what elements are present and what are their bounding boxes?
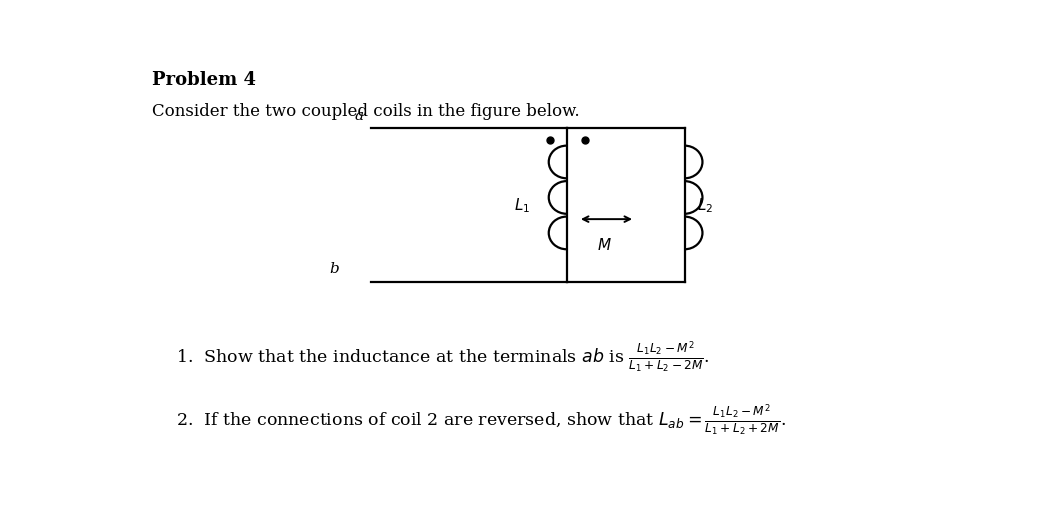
Text: Consider the two coupled coils in the figure below.: Consider the two coupled coils in the fi…	[151, 103, 580, 120]
Text: 1.  Show that the inductance at the terminals $ab$ is $\frac{L_1L_2-M^2}{L_1+L_2: 1. Show that the inductance at the termi…	[176, 339, 710, 375]
Text: a: a	[354, 109, 363, 122]
Text: b: b	[329, 262, 339, 276]
Text: $L_1$: $L_1$	[513, 196, 530, 215]
Text: 2.  If the connections of coil 2 are reversed, show that $L_{ab} = \frac{L_1L_2-: 2. If the connections of coil 2 are reve…	[176, 402, 786, 438]
Text: $L_2$: $L_2$	[697, 196, 713, 215]
Text: $M$: $M$	[597, 237, 612, 253]
Text: Problem 4: Problem 4	[151, 71, 255, 89]
